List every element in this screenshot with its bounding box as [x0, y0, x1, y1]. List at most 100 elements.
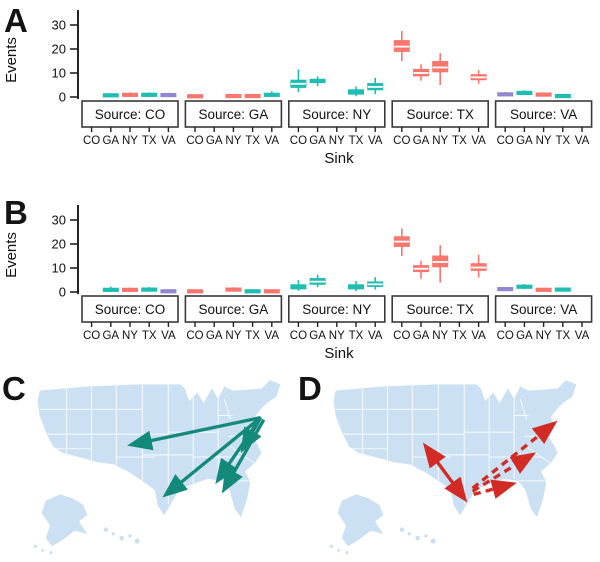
x-tick-label: CO	[290, 135, 307, 147]
box-rect	[225, 287, 242, 292]
x-tick-label: TX	[245, 330, 260, 342]
facet-strip	[494, 100, 593, 128]
x-tick-label: CO	[497, 135, 514, 147]
box-tx	[348, 280, 364, 292]
box-co	[290, 280, 307, 291]
y-axis-title: Events	[3, 232, 20, 278]
y-tick-label: 10	[52, 66, 66, 81]
y-axis-title: Events	[3, 37, 20, 83]
box-rect	[497, 92, 514, 97]
box-ga	[516, 90, 533, 96]
box-va	[470, 70, 487, 84]
box-rect	[309, 78, 326, 84]
box-va	[160, 289, 177, 294]
box-rect	[244, 93, 261, 99]
facet-strip	[184, 100, 283, 128]
panel-label-d: D	[298, 370, 322, 407]
box-tx	[554, 287, 571, 292]
facet-source-va: Source: VA CO GA NY TX VA	[494, 90, 593, 147]
x-tick-label: GA	[102, 330, 119, 342]
us-map-c	[24, 374, 296, 562]
panel-label-b: B	[4, 194, 28, 231]
x-tick-label: VA	[368, 135, 383, 147]
x-tick-label: GA	[309, 330, 326, 342]
y-tick-label: 0	[59, 90, 66, 105]
facet-strip	[81, 295, 179, 323]
x-tick-label: TX	[142, 330, 157, 342]
box-tx	[348, 86, 364, 97]
box-ga	[102, 93, 119, 98]
box-co	[290, 69, 307, 93]
x-tick-label: GA	[102, 135, 119, 147]
arrow-ny-to-ga	[221, 418, 266, 494]
x-tick-label: CO	[290, 330, 307, 342]
facet-source-ny: Source: NY CO GA NY TX VA	[287, 274, 386, 342]
box-rect	[290, 284, 307, 290]
arrow-ny-to-co	[127, 415, 262, 451]
x-tick-label: NY	[329, 330, 345, 342]
x-tick-label: CO	[393, 135, 410, 147]
y-tick-label: 0	[59, 285, 66, 300]
box-ny	[122, 92, 138, 97]
box-va	[367, 77, 384, 95]
x-tick-label: NY	[225, 330, 241, 342]
x-tick-label: TX	[555, 330, 570, 342]
box-tx	[244, 289, 261, 294]
x-tick-label: NY	[122, 135, 138, 147]
box-rect	[122, 92, 138, 97]
facet-strip-label: Source: VA	[510, 302, 577, 317]
migration-arrows-from-tx	[422, 420, 558, 503]
box-va	[263, 91, 280, 97]
box-ga	[516, 284, 533, 290]
facet-strip-label: Source: CO	[95, 107, 166, 122]
x-tick-label: GA	[309, 135, 326, 147]
box-rect	[263, 92, 280, 97]
box-ny	[432, 53, 449, 85]
x-tick-label: CO	[393, 330, 410, 342]
y-tick-label: 30	[52, 18, 66, 33]
x-tick-label: VA	[575, 135, 590, 147]
x-tick-label: NY	[432, 135, 448, 147]
x-tick-label: NY	[225, 135, 241, 147]
box-ga	[413, 260, 429, 279]
facet-strip	[287, 100, 386, 128]
facet-source-ga: Source: GA CO GA NY TX VA	[184, 287, 283, 342]
box-rect	[348, 284, 364, 290]
x-tick-label: GA	[516, 330, 533, 342]
x-tick-label: NY	[329, 135, 345, 147]
x-tick-label: VA	[161, 135, 176, 147]
box-rect	[554, 93, 571, 99]
facet-strip-label: Source: GA	[199, 302, 269, 317]
x-tick-label: VA	[471, 135, 486, 147]
box-tx	[244, 93, 261, 99]
box-co	[497, 286, 514, 292]
x-tick-label: VA	[471, 330, 486, 342]
box-rect	[141, 287, 158, 292]
box-rect	[102, 93, 119, 98]
box-va	[367, 277, 384, 290]
box-tx	[554, 93, 571, 99]
facet-strip-label: Source: TX	[407, 302, 474, 317]
box-rect	[516, 90, 533, 96]
x-tick-label: GA	[413, 135, 430, 147]
facet-strip	[184, 295, 283, 323]
facet-strip	[494, 295, 593, 323]
facet-source-tx: Source: TX CO GA NY TX VA	[391, 31, 490, 147]
x-tick-label: NY	[122, 330, 138, 342]
box-ga	[309, 274, 326, 288]
x-tick-label: VA	[575, 330, 590, 342]
us-map-shape	[34, 380, 281, 554]
facet-strip-label: Source: CO	[95, 302, 166, 317]
box-rect	[348, 89, 364, 95]
x-tick-label: TX	[555, 135, 570, 147]
x-tick-label: GA	[413, 330, 430, 342]
box-rect	[102, 287, 119, 292]
box-rect	[244, 289, 261, 294]
x-tick-label: NY	[432, 330, 448, 342]
facet-strip-label: Source: NY	[302, 302, 371, 317]
box-tx	[141, 92, 158, 97]
x-tick-label: TX	[452, 330, 467, 342]
box-rect	[141, 92, 158, 97]
y-tick-label: 20	[52, 42, 66, 57]
